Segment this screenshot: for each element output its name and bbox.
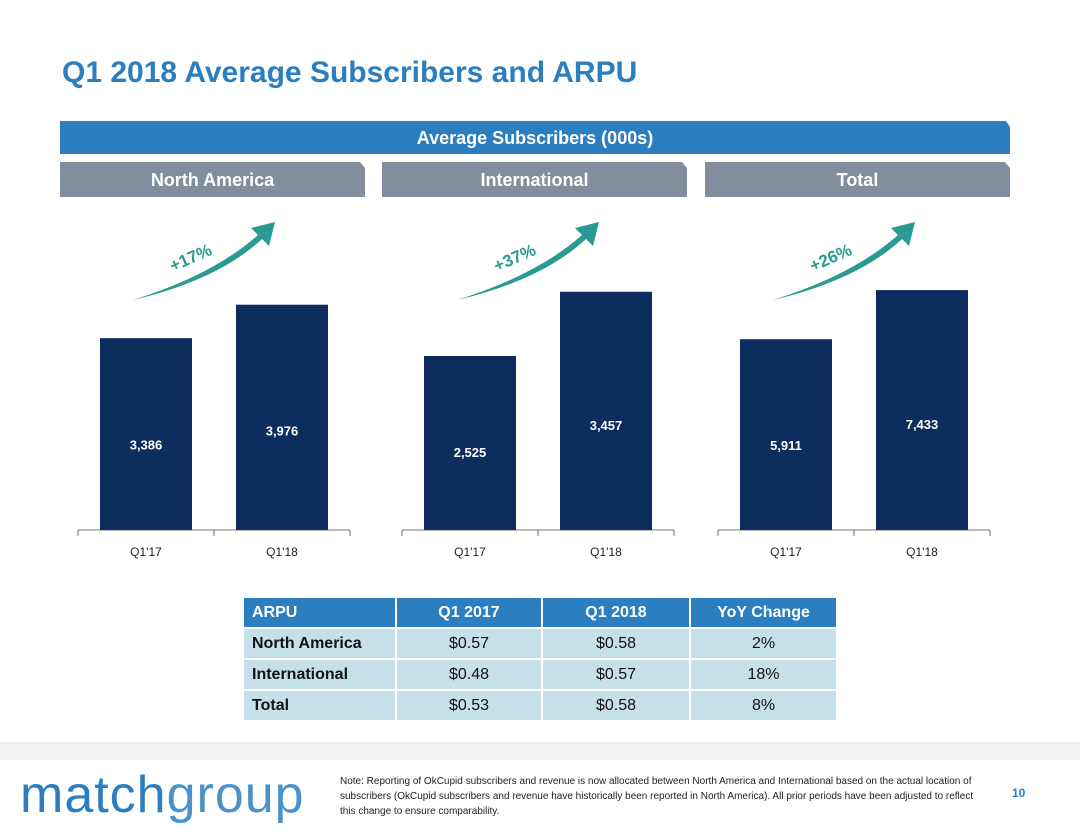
matchgroup-logo: matchgroup	[20, 765, 305, 825]
panel-header-label: International	[480, 170, 589, 190]
arpu-cell: 18%	[691, 660, 836, 689]
bar	[876, 290, 968, 530]
logo-part-group: group	[166, 766, 305, 824]
table-row: International $0.48 $0.57 18%	[244, 660, 836, 689]
arpu-cell: 2%	[691, 629, 836, 658]
arpu-row-label: North America	[244, 629, 395, 658]
banner-label: Average Subscribers (000s)	[416, 128, 654, 148]
arpu-cell: $0.58	[543, 629, 689, 658]
arpu-cell: $0.53	[397, 691, 541, 720]
arpu-cell: $0.57	[397, 629, 541, 658]
average-subscribers-banner: Average Subscribers (000s)	[60, 121, 1010, 154]
arpu-header-row: ARPU Q1 2017 Q1 2018 YoY Change	[244, 598, 836, 627]
footnote: Note: Reporting of OkCupid subscribers a…	[340, 776, 974, 817]
panel-header-label: North America	[150, 170, 275, 190]
x-tick-label: Q1'18	[590, 545, 622, 559]
bar-value-label: 5,911	[770, 438, 802, 453]
arpu-row-label: Total	[244, 691, 395, 720]
growth-arrow	[457, 222, 599, 300]
arpu-header-cell: Q1 2017	[397, 598, 541, 627]
arpu-header-cell: Q1 2018	[543, 598, 689, 627]
arpu-header-cell: YoY Change	[691, 598, 836, 627]
bar-value-label: 3,457	[590, 418, 623, 433]
x-tick-label: Q1'17	[130, 545, 162, 559]
bar-value-label: 3,386	[130, 437, 163, 452]
subscriber-bar-charts: 3,386Q1'173,976Q1'18+17%2,525Q1'173,457Q…	[77, 222, 991, 559]
bar-value-label: 7,433	[906, 417, 939, 432]
bar-value-label: 2,525	[454, 445, 487, 460]
arpu-header-cell: ARPU	[244, 598, 395, 627]
page-number: 10	[1012, 786, 1026, 800]
logo-part-match: match	[20, 766, 167, 824]
bar	[424, 355, 516, 530]
panel-header-north-america: North America	[60, 162, 365, 197]
panel-header-international: International	[382, 162, 687, 197]
x-tick-label: Q1'18	[906, 545, 938, 559]
bar	[236, 304, 328, 530]
growth-arrow	[133, 222, 275, 300]
footer-band	[0, 742, 1080, 760]
table-row: North America $0.57 $0.58 2%	[244, 629, 836, 658]
arpu-cell: $0.58	[543, 691, 689, 720]
bar	[100, 338, 192, 530]
arpu-row-label: International	[244, 660, 395, 689]
bar	[560, 291, 652, 530]
arpu-table: ARPU Q1 2017 Q1 2018 YoY Change North Am…	[242, 596, 838, 722]
panel-header-label: Total	[836, 170, 879, 190]
page-title: Q1 2018 Average Subscribers and ARPU	[62, 56, 638, 89]
arpu-cell: $0.48	[397, 660, 541, 689]
arpu-cell: $0.57	[543, 660, 689, 689]
x-tick-label: Q1'17	[454, 545, 486, 559]
table-row: Total $0.53 $0.58 8%	[244, 691, 836, 720]
panel-header-total: Total	[705, 162, 1010, 197]
x-tick-label: Q1'17	[770, 545, 802, 559]
bar	[740, 339, 832, 530]
bar-value-label: 3,976	[266, 423, 299, 438]
arpu-cell: 8%	[691, 691, 836, 720]
x-tick-label: Q1'18	[266, 545, 298, 559]
growth-arrow	[773, 222, 915, 300]
